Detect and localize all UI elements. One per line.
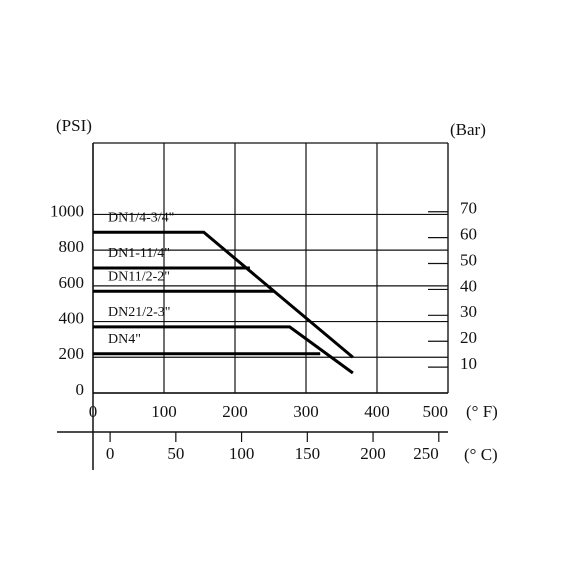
y-tick-label: 0	[76, 380, 85, 399]
series-label: DN11/2-2"	[108, 269, 170, 284]
y-tick-label: 600	[59, 273, 85, 292]
series-label: DN4"	[108, 332, 141, 347]
y-tick-label: 1000	[50, 201, 84, 220]
y2-tick-label: 10	[460, 354, 477, 373]
x-axis-label: (° F)	[466, 402, 498, 421]
series-label: DN1/4-3/4"	[108, 211, 174, 226]
x-tick-label: 300	[293, 402, 319, 421]
series-label: DN21/2-3"	[108, 305, 171, 320]
y-tick-label: 200	[59, 344, 85, 363]
x2-tick-label: 50	[167, 444, 184, 463]
y-tick-label: 400	[59, 308, 85, 327]
y2-tick-label: 50	[460, 250, 477, 269]
y2-tick-label: 40	[460, 276, 477, 295]
x2-axis-label: (° C)	[464, 445, 498, 464]
x-tick-label: 100	[151, 402, 177, 421]
y-tick-label: 800	[59, 237, 85, 256]
x2-tick-label: 0	[106, 444, 115, 463]
x2-tick-label: 100	[229, 444, 255, 463]
series-line	[93, 325, 354, 375]
x-tick-label: 500	[423, 402, 449, 421]
x-tick-label: 0	[89, 402, 98, 421]
series-label: DN1-11/4"	[108, 246, 170, 261]
y2-tick-label: 70	[460, 199, 477, 218]
y2-axis-label: (Bar)	[450, 120, 486, 139]
x2-tick-label: 200	[360, 444, 386, 463]
y2-tick-label: 20	[460, 328, 477, 347]
x2-tick-label: 150	[295, 444, 321, 463]
x-tick-label: 200	[222, 402, 248, 421]
y2-tick-label: 60	[460, 225, 477, 244]
x-tick-label: 400	[364, 402, 390, 421]
series-line	[93, 230, 354, 359]
y2-tick-label: 30	[460, 302, 477, 321]
y-axis-label: (PSI)	[56, 116, 92, 135]
x2-tick-label: 250	[413, 444, 439, 463]
